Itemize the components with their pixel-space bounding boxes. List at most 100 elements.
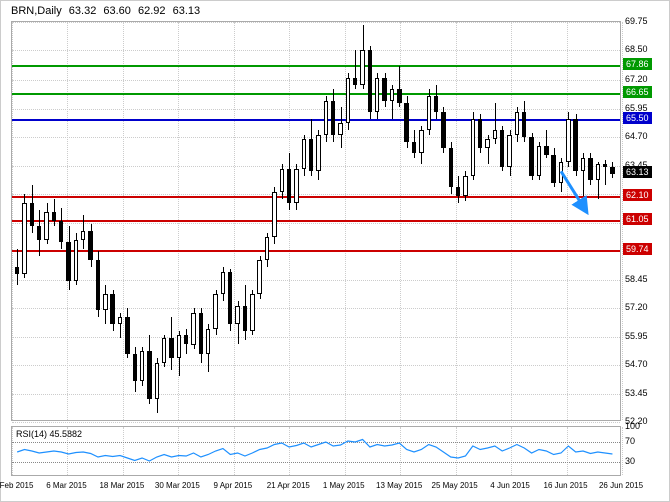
candle-body: [272, 192, 276, 238]
candle-body: [441, 112, 445, 148]
candle-body: [147, 351, 151, 399]
candle-body: [199, 313, 203, 354]
x-tick-label: 16 Jun 2015: [544, 481, 588, 490]
y-tick-label: 53.45: [625, 388, 648, 398]
candle-body: [412, 142, 416, 153]
candle-body: [177, 335, 181, 358]
x-tick-label: 4 Jun 2015: [490, 481, 530, 490]
candle-body: [603, 164, 607, 166]
x-tick-label: 18 Mar 2015: [99, 481, 144, 490]
candle-body: [44, 212, 48, 239]
level-tag: 66.65: [623, 86, 652, 98]
symbol-label: BRN,Daily: [11, 5, 62, 17]
candle-body: [155, 363, 159, 399]
candle-body: [449, 148, 453, 187]
candle-body: [213, 294, 217, 328]
candle-body: [353, 78, 357, 85]
y-tick-label: 64.70: [625, 131, 648, 141]
horizontal-level: [12, 65, 620, 67]
candle-body: [456, 187, 460, 196]
x-tick-label: 21 Apr 2015: [267, 481, 310, 490]
candle-body: [257, 260, 261, 294]
candle-body: [588, 158, 592, 181]
level-tag: 59.74: [623, 243, 652, 255]
y-tick-label: 57.20: [625, 302, 648, 312]
x-tick-label: 9 Apr 2015: [213, 481, 252, 490]
candle-body: [206, 329, 210, 354]
candle-body: [52, 212, 56, 221]
horizontal-level: [12, 250, 620, 252]
candle-body: [427, 96, 431, 130]
candle-body: [463, 176, 467, 197]
candle-body: [515, 112, 519, 135]
candle-body: [331, 101, 335, 135]
horizontal-level: [12, 220, 620, 222]
rsi-line-plot: [12, 427, 622, 477]
candle-body: [74, 240, 78, 281]
candle-body: [228, 272, 232, 324]
candle-body: [596, 164, 600, 180]
candle-body: [140, 351, 144, 381]
candle-body: [66, 242, 70, 281]
rsi-y-axis: 3070100: [623, 426, 668, 476]
x-tick-label: 26 Jun 2015: [599, 481, 643, 490]
horizontal-level: [12, 93, 620, 95]
level-tag: 62.10: [623, 189, 652, 201]
candle-body: [191, 313, 195, 345]
candle-body: [250, 294, 254, 330]
candle-body: [81, 231, 85, 240]
candle-body: [59, 221, 63, 242]
x-tick-label: 13 May 2015: [376, 481, 422, 490]
current-price-tag: 63.13: [623, 166, 652, 178]
x-tick-label: 24 Feb 2015: [0, 481, 33, 490]
candle-body: [316, 135, 320, 171]
candle-body: [110, 294, 114, 324]
candle-body: [544, 146, 548, 155]
candle-body: [566, 119, 570, 162]
candle-body: [471, 119, 475, 176]
y-tick-label: 69.75: [625, 16, 648, 26]
candle-body: [397, 89, 401, 103]
y-tick-label: 67.20: [625, 74, 648, 84]
candle-body: [346, 78, 350, 124]
horizontal-level: [12, 196, 620, 198]
horizontal-level: [12, 119, 620, 121]
candle-body: [434, 96, 438, 112]
y-tick-label: 68.50: [625, 44, 648, 54]
candle-body: [133, 354, 137, 381]
y-tick-label: 55.95: [625, 331, 648, 341]
level-tag: 67.86: [623, 58, 652, 70]
candle-body: [559, 162, 563, 183]
candle-body: [302, 139, 306, 169]
y-tick-label: 54.70: [625, 359, 648, 369]
chart-title: BRN,Daily 63.32 63.60 62.92 63.13: [11, 5, 204, 17]
candle-body: [368, 50, 372, 112]
rsi-tick-label: 70: [625, 436, 635, 446]
price-chart[interactable]: [11, 21, 621, 421]
candle-body: [338, 123, 342, 134]
x-tick-label: 30 Mar 2015: [155, 481, 200, 490]
candle-body: [478, 119, 482, 149]
x-tick-label: 6 Mar 2015: [46, 481, 86, 490]
candle-body: [15, 267, 19, 274]
candle-body: [610, 167, 614, 174]
ohlc-c: 63.13: [173, 5, 201, 17]
candle-body: [382, 78, 386, 101]
rsi-chart[interactable]: RSI(14) 45.5882: [11, 426, 621, 476]
x-tick-label: 25 May 2015: [431, 481, 477, 490]
chart-container: BRN,Daily 63.32 63.60 62.92 63.13 52.205…: [0, 0, 670, 502]
candle-body: [184, 335, 188, 344]
ohlc-l: 62.92: [138, 5, 166, 17]
candle-body: [324, 101, 328, 135]
candle-body: [522, 112, 526, 137]
rsi-tick-label: 100: [625, 421, 640, 431]
candle-body: [287, 169, 291, 203]
candle-body: [125, 317, 129, 353]
candle-body: [265, 237, 269, 260]
ohlc-o: 63.32: [69, 5, 97, 17]
candle-body: [419, 130, 423, 153]
ohlc-h: 63.60: [103, 5, 131, 17]
candle-body: [581, 158, 585, 172]
candle-body: [235, 306, 239, 324]
candle-body: [280, 169, 284, 192]
